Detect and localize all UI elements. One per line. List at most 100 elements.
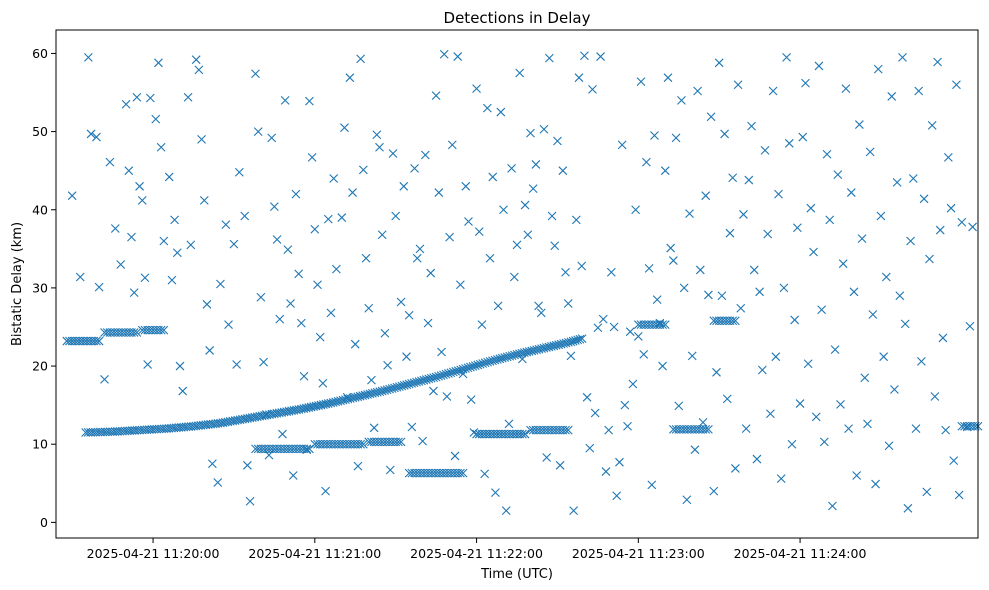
data-point	[240, 211, 250, 221]
data-point	[94, 282, 104, 292]
track-point	[475, 359, 485, 369]
track-point	[497, 353, 507, 363]
data-point	[615, 457, 624, 467]
data-point	[269, 202, 279, 212]
data-point	[833, 170, 843, 179]
data-point	[714, 58, 724, 68]
track-point	[441, 369, 451, 379]
data-point	[671, 133, 681, 143]
track-point	[577, 334, 587, 343]
data-point	[442, 392, 452, 401]
data-point	[178, 386, 188, 396]
data-point	[695, 265, 705, 275]
data-point	[806, 203, 816, 213]
data-point	[342, 392, 352, 402]
data-point	[172, 248, 182, 258]
data-point	[431, 91, 441, 101]
data-point	[450, 451, 460, 461]
data-point	[539, 124, 549, 134]
data-point	[232, 360, 242, 369]
data-point	[668, 256, 678, 265]
segment-point	[358, 439, 368, 449]
data-point	[482, 103, 492, 113]
data-point	[965, 321, 975, 331]
data-point	[663, 73, 673, 83]
data-point	[935, 225, 945, 235]
track-point	[417, 376, 426, 386]
data-point	[358, 165, 368, 175]
data-point	[879, 352, 889, 362]
segment-point	[704, 424, 713, 434]
data-point	[501, 506, 511, 516]
data-point	[604, 425, 614, 435]
data-point	[86, 129, 96, 139]
data-point	[739, 210, 748, 219]
data-point	[666, 243, 676, 253]
data-point	[353, 461, 363, 471]
data-point	[267, 133, 277, 143]
data-point	[757, 365, 767, 375]
track-point	[490, 355, 500, 365]
data-point	[305, 96, 314, 106]
segment-point	[455, 468, 465, 478]
data-point	[566, 351, 576, 361]
data-point	[674, 401, 684, 411]
data-point	[491, 488, 500, 498]
track-point	[463, 363, 473, 373]
data-point	[860, 373, 870, 383]
data-point	[243, 460, 252, 470]
data-point	[730, 464, 740, 473]
track-point	[480, 358, 490, 368]
data-point	[512, 240, 522, 250]
data-point	[245, 496, 255, 506]
data-point	[469, 428, 479, 437]
chart-title: Detections in Delay	[444, 9, 591, 27]
data-point	[776, 474, 786, 483]
data-point	[202, 299, 212, 309]
data-point	[784, 138, 794, 148]
track-point	[466, 362, 475, 372]
data-point	[553, 136, 562, 146]
data-point	[873, 64, 883, 74]
data-point	[323, 214, 333, 224]
segment-point	[396, 437, 406, 447]
data-point	[396, 297, 406, 307]
track-point	[424, 374, 434, 384]
data-point	[892, 178, 902, 187]
data-point	[199, 195, 209, 205]
segment-point	[356, 439, 366, 449]
data-point	[881, 272, 891, 282]
track-point	[394, 382, 404, 391]
segment-point	[730, 316, 740, 326]
data-point	[420, 150, 430, 160]
data-point	[563, 299, 573, 308]
y-tick-label: 30	[32, 280, 48, 295]
track-point	[421, 375, 431, 384]
data-point	[852, 471, 862, 480]
data-point	[628, 379, 638, 389]
data-point	[876, 211, 886, 221]
data-point	[197, 135, 206, 144]
data-point	[771, 352, 781, 362]
data-point	[156, 142, 166, 152]
track-point	[431, 372, 441, 382]
data-point	[722, 394, 732, 404]
track-point	[443, 369, 453, 378]
track-point	[451, 366, 461, 376]
data-point	[485, 253, 495, 263]
segment-point	[520, 429, 530, 439]
data-point	[752, 454, 762, 464]
data-point	[466, 395, 476, 405]
track-point	[507, 351, 517, 361]
track-point	[505, 351, 515, 361]
data-point	[213, 478, 223, 487]
data-point	[809, 247, 818, 257]
data-point	[585, 443, 595, 453]
data-point	[601, 467, 611, 476]
data-point	[234, 167, 244, 177]
plot-points	[62, 49, 983, 516]
data-point	[253, 127, 263, 136]
data-point	[644, 263, 654, 273]
data-point	[518, 354, 527, 364]
track-point	[399, 380, 409, 390]
